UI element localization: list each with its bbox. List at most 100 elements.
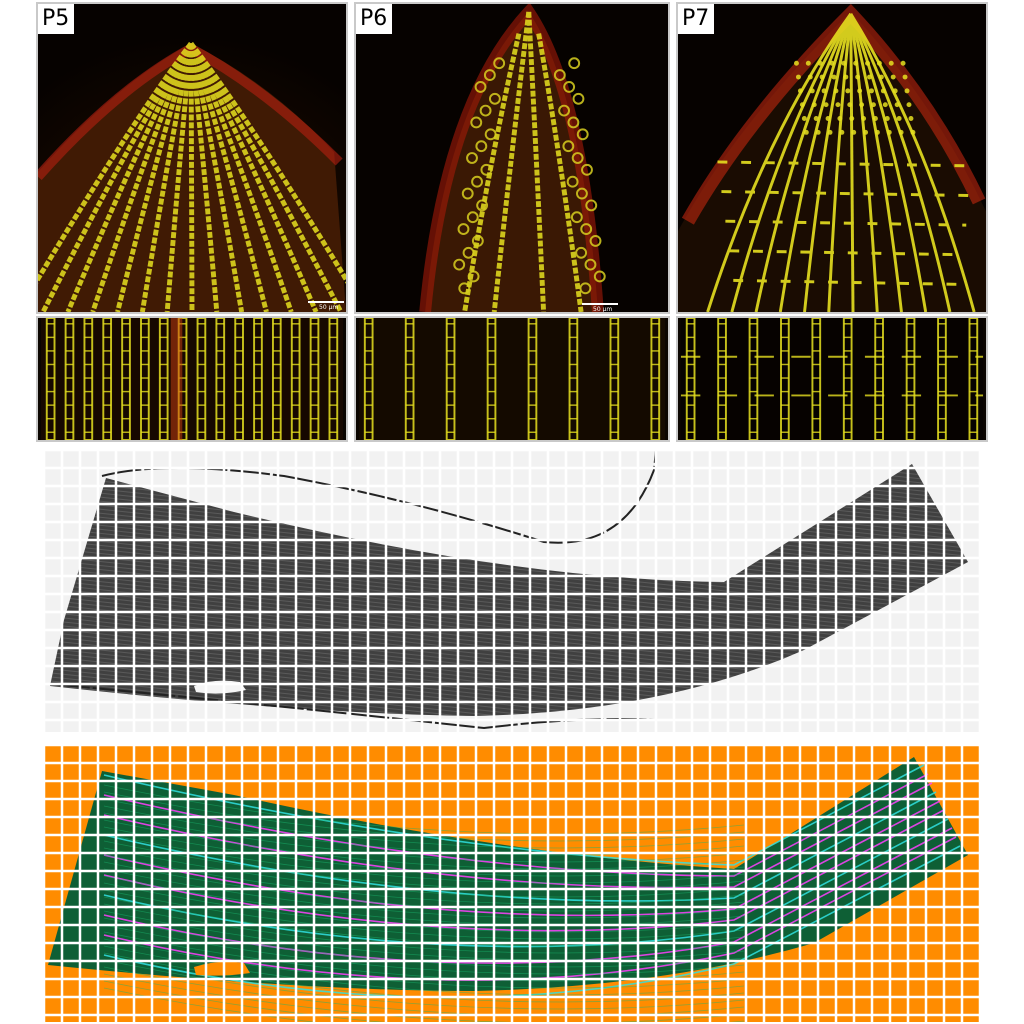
cell	[566, 175, 579, 188]
vein	[842, 318, 853, 440]
cell	[457, 223, 470, 236]
cell	[474, 81, 487, 93]
cell	[896, 116, 902, 121]
p7-base-image	[680, 318, 984, 440]
p7-tip-image	[678, 4, 986, 312]
cell	[571, 152, 584, 164]
cell	[799, 102, 805, 108]
cell	[892, 88, 898, 94]
leaf-shape	[48, 757, 968, 991]
cell	[827, 129, 833, 135]
cell	[811, 102, 817, 108]
cell	[461, 187, 474, 200]
vein	[685, 318, 696, 440]
vein	[45, 318, 56, 440]
vein	[404, 318, 415, 440]
grayscale-leaf-map	[44, 450, 980, 732]
vein	[121, 318, 131, 440]
orientation-trace	[103, 800, 941, 917]
cell	[839, 129, 845, 135]
vein	[196, 318, 207, 440]
vein	[234, 318, 244, 440]
cell	[493, 57, 506, 70]
vein	[491, 11, 532, 312]
cell	[872, 116, 878, 121]
micrograph-p7-tip: P7	[676, 2, 988, 314]
vein	[754, 13, 853, 312]
cell	[572, 92, 585, 105]
vein	[803, 13, 853, 312]
cell	[870, 102, 876, 108]
micrograph-p6-tip: P6 50 µm	[354, 2, 670, 314]
vein	[486, 318, 497, 440]
cell	[793, 60, 799, 66]
cell	[880, 88, 886, 94]
scale-bar	[582, 303, 618, 305]
vein	[188, 43, 220, 312]
vein	[905, 318, 916, 440]
cell	[821, 88, 827, 94]
vein	[158, 318, 169, 440]
cell	[575, 246, 588, 259]
micrograph-p5-base	[36, 316, 348, 442]
cell	[867, 74, 872, 80]
cell	[869, 88, 874, 94]
cell	[884, 116, 890, 121]
cross-vein	[729, 249, 963, 257]
cell	[861, 116, 867, 121]
vein	[526, 11, 547, 312]
cell	[570, 211, 583, 224]
cell	[585, 199, 598, 212]
cell	[837, 116, 843, 121]
cell	[823, 102, 829, 108]
cell	[829, 60, 835, 66]
vein	[164, 43, 194, 312]
vein	[188, 43, 195, 312]
cell	[453, 258, 466, 271]
cell	[819, 74, 825, 80]
orientation-trace	[103, 764, 925, 866]
cell	[894, 102, 900, 108]
stage-label-p6: P6	[356, 4, 393, 34]
cell	[888, 60, 894, 66]
vein	[527, 318, 538, 440]
cell	[558, 104, 571, 117]
cell	[568, 57, 581, 70]
vein	[140, 318, 150, 440]
micrograph-p5-tip: P5 50 µm	[36, 2, 348, 314]
p6-base-image	[359, 318, 665, 440]
vein	[811, 318, 822, 440]
cell	[580, 223, 593, 236]
vein	[83, 318, 94, 440]
orientation-trace	[103, 818, 949, 948]
cross-vein	[725, 219, 967, 227]
vein	[778, 13, 853, 312]
cell	[807, 74, 813, 80]
vein	[189, 41, 346, 285]
cell	[805, 60, 811, 66]
cell	[458, 282, 471, 295]
cell	[471, 235, 484, 247]
cell	[835, 102, 841, 108]
cell	[843, 74, 849, 80]
vein	[215, 318, 226, 440]
vein	[609, 318, 620, 440]
cell	[815, 129, 821, 135]
cell	[579, 282, 592, 295]
cell	[467, 270, 480, 283]
cell	[898, 129, 904, 135]
gap-region	[194, 961, 250, 976]
cell	[562, 140, 575, 153]
p5-base-image	[40, 318, 344, 440]
cell	[466, 211, 479, 224]
vein	[328, 318, 339, 440]
vein	[937, 318, 947, 440]
cell	[831, 74, 837, 80]
cell	[878, 74, 884, 80]
vein	[849, 13, 976, 312]
cell	[874, 129, 880, 135]
cell	[906, 102, 912, 108]
vein	[64, 318, 75, 440]
cell	[910, 129, 916, 135]
vein	[445, 318, 456, 440]
